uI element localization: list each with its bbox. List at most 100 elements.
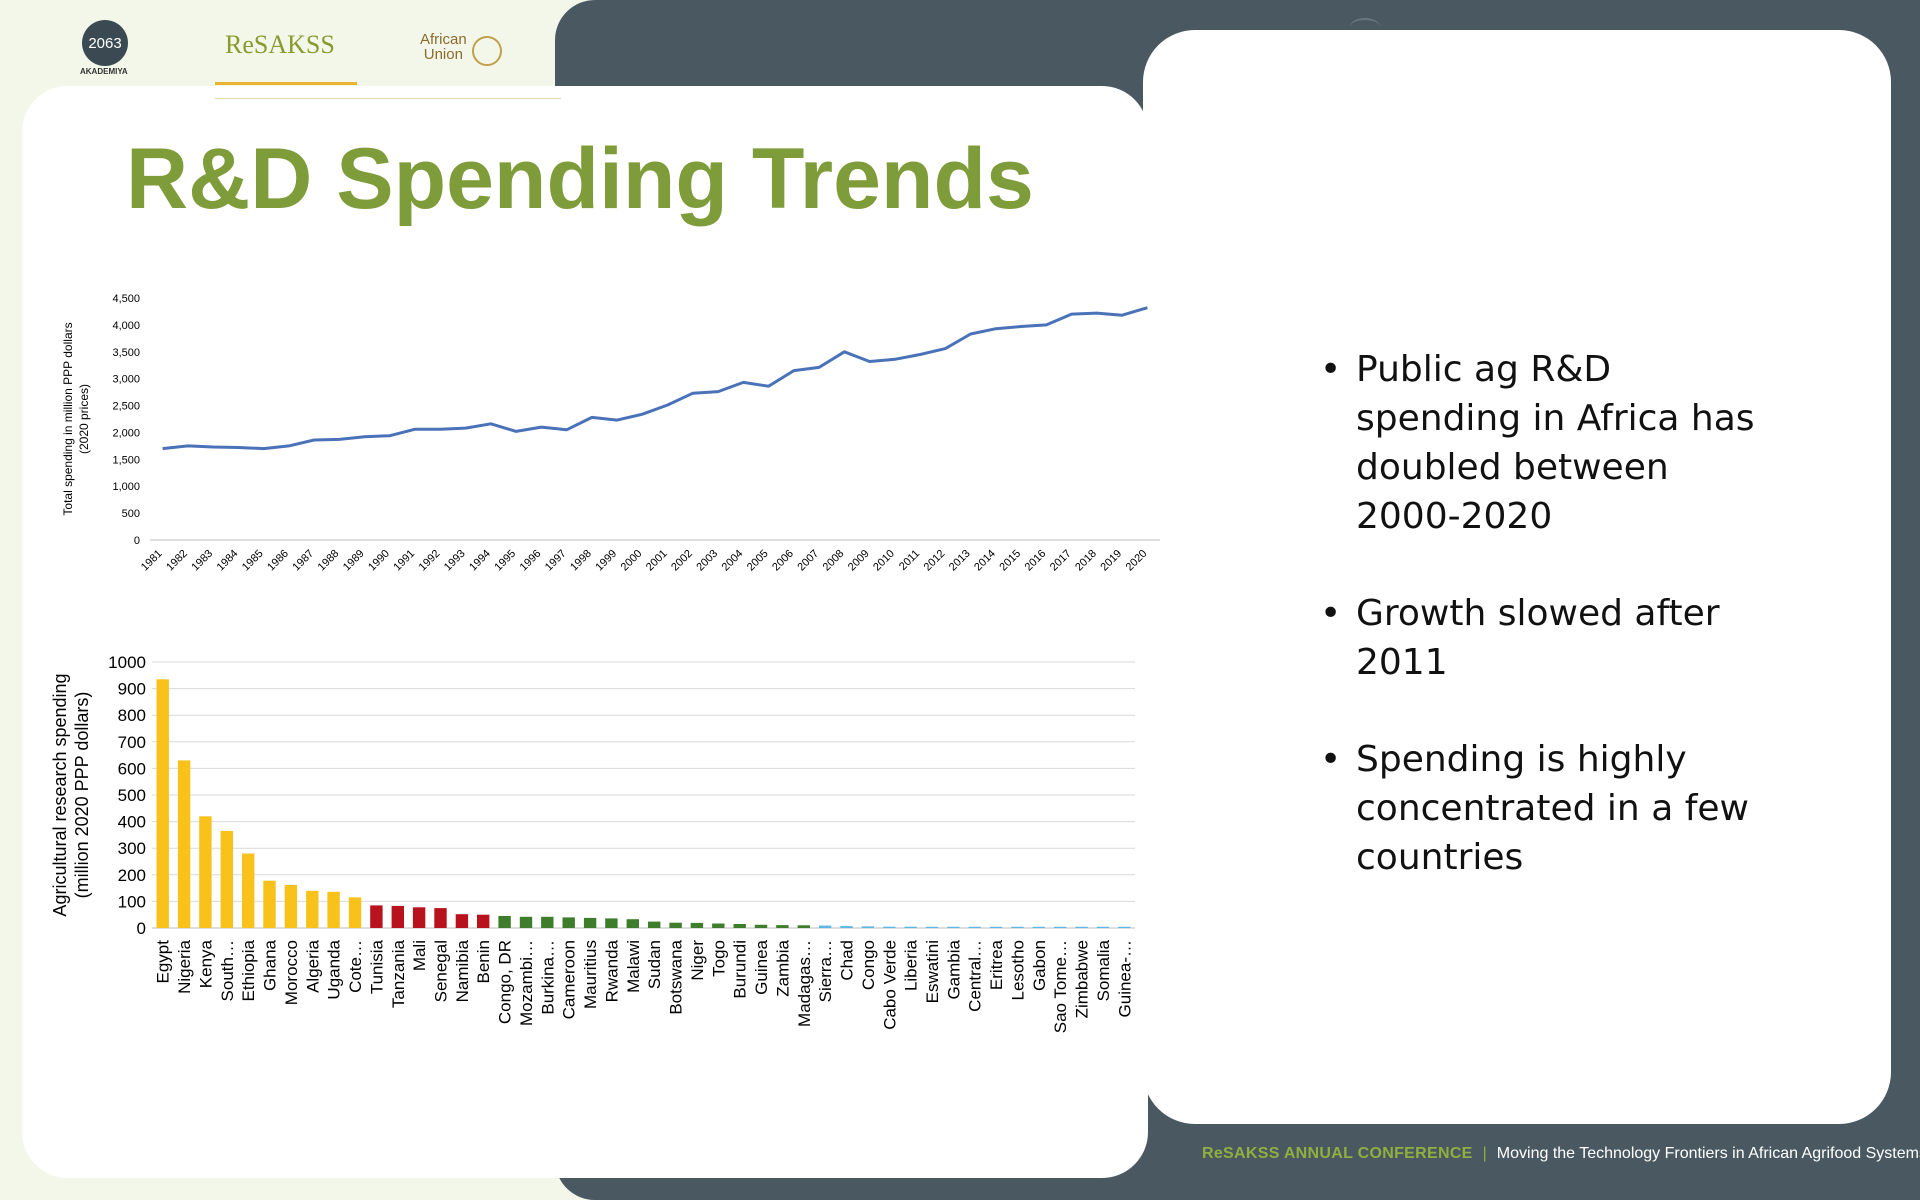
x-tick-label: Eritrea [987, 939, 1006, 990]
y-axis-label: Agricultural research spending (million 2… [50, 673, 92, 916]
bar [327, 891, 340, 928]
bullet-list: Public ag R&D spending in Africa has dou… [1320, 345, 1780, 930]
x-tick-label: Namibia [453, 939, 472, 1002]
top-decoration [1350, 18, 1380, 36]
x-tick-label: Senegal [431, 940, 450, 1002]
bar [477, 914, 490, 928]
x-tick-label: 2001 [644, 548, 670, 574]
line-chart: 0 500 1,000 1,500 2,000 2,500 3,000 3,500 4,000 4… [61, 293, 1160, 574]
x-tick-label: Mali [410, 940, 429, 971]
bar [733, 924, 746, 928]
bar [925, 926, 939, 928]
x-tick-label: 1990 [366, 548, 392, 574]
x-tick-label: Togo [709, 940, 728, 977]
x-tick-label: Chad [838, 940, 857, 981]
y-tick-label: 500 [118, 786, 146, 805]
x-tick-label: 2009 [846, 548, 872, 574]
x-tick-label: 1992 [417, 548, 443, 574]
bar [1032, 926, 1045, 928]
x-tick-label: 2006 [770, 548, 796, 574]
footer-tagline: Moving the Technology Frontiers in Afric… [1496, 1145, 1920, 1162]
x-tick-label: Cameroon [560, 940, 579, 1019]
x-tick-label: 1981 [139, 548, 165, 574]
footer-separator: | [1482, 1145, 1487, 1162]
bar [370, 905, 383, 928]
bar [519, 916, 533, 928]
african-union-logo-line1: African [420, 31, 467, 48]
footer: ReSAKSS ANNUAL CONFERENCE | Moving the Tec… [1202, 1145, 1920, 1163]
african-union-globe-icon [472, 36, 502, 66]
x-tick-label: 1993 [442, 548, 468, 574]
y-tick-label: 500 [122, 508, 140, 520]
bullet-item: Growth slowed after 2011 [1320, 589, 1780, 687]
x-tick-label: 2014 [972, 548, 998, 574]
bar [840, 926, 853, 928]
bar [626, 919, 639, 928]
x-tick-label: 2011 [897, 548, 922, 573]
x-tick-label: Niger [688, 940, 707, 981]
bar [776, 925, 789, 928]
y-tick-label: 0 [137, 919, 146, 938]
x-tick-label: Burkina… [538, 940, 557, 1015]
x-tick-label: Lesotho [1008, 940, 1027, 1001]
x-tick-label: Morocco [282, 940, 301, 1005]
x-tick-label: Zimbabwe [1073, 940, 1092, 1018]
bar [605, 918, 618, 928]
x-tick-label: Guinea-… [1115, 940, 1134, 1017]
y-tick-label: 2,000 [112, 427, 140, 439]
y-tick-label: 4,500 [112, 293, 140, 305]
x-tick-label: Algeria [303, 939, 322, 992]
right-content-card [1143, 30, 1891, 1124]
african-union-logo-line2: Union [423, 46, 463, 63]
slide-title: R&D Spending Trends [126, 131, 1034, 227]
bar [220, 830, 233, 928]
bar [583, 917, 597, 928]
logo-divider [215, 98, 561, 99]
x-tick-label: Burundi [731, 940, 750, 999]
x-tick-label: 1989 [341, 548, 367, 574]
bar [989, 926, 1003, 928]
x-tick-label: 1988 [316, 548, 342, 574]
y-tick-label: 1000 [108, 653, 146, 672]
y-axis-label-line: Total spending in million PPP dollars [61, 322, 75, 515]
x-tick-label: 2008 [821, 548, 847, 574]
x-tick-label: Ethiopia [239, 939, 258, 1001]
logo-bar: 2063 AKADEMIYA ReSAKSS African Union [60, 14, 561, 99]
bar [391, 905, 404, 928]
bar [968, 926, 981, 928]
bar [263, 880, 276, 928]
bar [177, 760, 191, 928]
bar [904, 926, 917, 928]
x-tick-label: Sudan [645, 940, 664, 989]
x-tick-label: 1982 [164, 548, 190, 574]
bullet-item: Public ag R&D spending in Africa has dou… [1320, 345, 1780, 541]
x-tick-label: 2018 [1073, 548, 1099, 574]
x-tick-label: 2012 [922, 548, 948, 574]
bar [690, 922, 704, 928]
x-tick-label: Tunisia [367, 939, 386, 994]
y-tick-label: 800 [118, 706, 146, 725]
bar [412, 907, 426, 928]
x-tick-label: 1985 [240, 548, 266, 574]
bar [712, 923, 725, 928]
x-tick-label: Congo, DR [496, 940, 515, 1024]
x-tick-label: Mozambi… [517, 940, 536, 1026]
akademiya-logo-label: AKADEMIYA [80, 67, 128, 76]
bar [754, 924, 768, 928]
y-tick-label: 1,000 [112, 481, 140, 493]
x-tick-label: 1986 [265, 548, 291, 574]
akademiya-logo: 2063 [82, 20, 128, 66]
y-tick-label: 0 [134, 535, 140, 547]
x-tick-label: Mauritius [581, 940, 600, 1009]
x-tick-label: 2007 [795, 548, 821, 574]
x-tick-label: 2003 [694, 548, 720, 574]
bar [306, 890, 319, 928]
x-tick-label: 1996 [518, 548, 544, 574]
y-tick-label: 1,500 [112, 454, 140, 466]
resakss-logo-underline [215, 82, 357, 85]
x-tick-label: Guinea [752, 939, 771, 994]
bar [156, 679, 169, 928]
x-tick-label: 2010 [871, 548, 897, 574]
x-tick-label: Botswana [667, 939, 686, 1014]
